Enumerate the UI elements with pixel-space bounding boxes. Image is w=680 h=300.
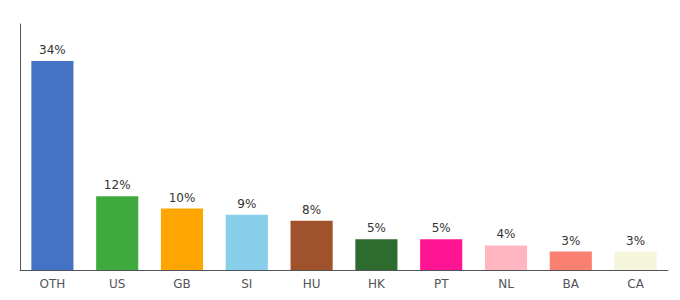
svg-text:5%: 5% <box>432 221 451 235</box>
svg-text:NL: NL <box>498 277 514 291</box>
svg-text:BA: BA <box>563 277 580 291</box>
svg-text:GB: GB <box>173 277 191 291</box>
svg-text:US: US <box>109 277 125 291</box>
svg-text:3%: 3% <box>561 234 580 248</box>
svg-text:10%: 10% <box>169 191 196 205</box>
svg-text:OTH: OTH <box>39 277 65 291</box>
svg-text:12%: 12% <box>104 178 131 192</box>
svg-text:CA: CA <box>627 277 644 291</box>
svg-text:3%: 3% <box>626 234 645 248</box>
svg-text:34%: 34% <box>39 43 66 57</box>
svg-text:HU: HU <box>303 277 321 291</box>
svg-text:4%: 4% <box>496 227 515 241</box>
svg-text:9%: 9% <box>237 197 256 211</box>
svg-text:8%: 8% <box>302 203 321 217</box>
svg-text:5%: 5% <box>367 221 386 235</box>
svg-text:HK: HK <box>368 277 386 291</box>
svg-text:SI: SI <box>241 277 252 291</box>
svg-text:PT: PT <box>434 277 449 291</box>
